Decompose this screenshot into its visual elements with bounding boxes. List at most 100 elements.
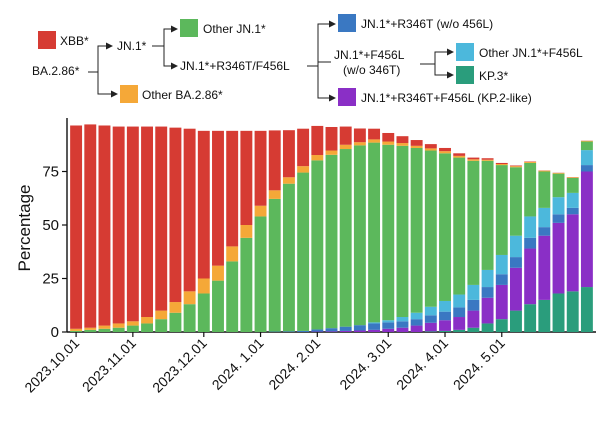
y-tick-label: 75: [42, 164, 59, 181]
bar-segment: [496, 274, 508, 285]
bar-segment: [297, 166, 309, 172]
bar-segment: [169, 128, 181, 302]
bar-segment: [439, 153, 451, 301]
x-tick-label: 2023.12.01: [149, 335, 210, 396]
bar-segment: [354, 142, 366, 145]
bar-segment: [439, 312, 451, 321]
bar-segment: [340, 327, 352, 331]
bar-segment: [581, 142, 593, 151]
legend-swatch-other-jn1-f456l: [456, 43, 474, 61]
legend-label-other-jn1-f456l: Other JN.1*+F456L: [479, 46, 583, 60]
bar-segment: [198, 293, 210, 332]
bar-segment: [283, 331, 295, 332]
bar-segment: [453, 307, 465, 317]
bar-segment: [439, 331, 451, 332]
bar-segment: [368, 139, 380, 142]
legend-swatch-xbb: [38, 31, 56, 49]
legend-swatch-kp2-like: [338, 88, 356, 106]
x-tick-label: 2023.11.01: [79, 335, 139, 395]
bar-segment: [155, 311, 167, 320]
bar-segment: [255, 206, 267, 217]
bar-segment: [382, 322, 394, 328]
x-tick-label: 2024. 1.01: [209, 335, 267, 393]
bar-segment: [510, 268, 522, 311]
x-tick-label: 2024. 2.01: [265, 335, 323, 393]
bar-segment: [198, 131, 210, 279]
bar-segment: [354, 331, 366, 333]
bar-segment: [581, 165, 593, 171]
bar-segment: [396, 136, 408, 143]
legend-label-jn1-f456l: JN.1*+F456L: [334, 48, 405, 62]
bar-segment: [467, 328, 479, 332]
bar-segment: [127, 321, 139, 325]
bar-segment: [382, 145, 394, 320]
bar-segment: [467, 311, 479, 328]
bar-segment: [226, 131, 238, 247]
bar-segment: [411, 148, 423, 313]
bar-segment: [368, 322, 380, 323]
bar-segment: [510, 311, 522, 332]
bar-segment: [382, 142, 394, 145]
x-tick-label: 2024. 5.01: [450, 335, 508, 393]
bar-segment: [453, 330, 465, 332]
bar-segment: [198, 279, 210, 294]
bar-segment: [439, 301, 451, 312]
bar-segment: [311, 126, 323, 155]
bar-segment: [411, 140, 423, 146]
bar-segment: [496, 319, 508, 332]
y-tick-label: 0: [51, 324, 59, 341]
bar-segment: [496, 164, 508, 165]
legend-label-ba286: BA.2.86*: [32, 64, 80, 78]
legend-label-other-ba286: Other BA.2.86*: [142, 88, 223, 102]
bar-segment: [467, 158, 479, 160]
legend-label-jn1: JN.1*: [117, 39, 147, 53]
bar-segment: [240, 131, 252, 225]
bar-segment: [467, 161, 479, 285]
bar-segment: [453, 295, 465, 308]
bar-segment: [581, 150, 593, 165]
y-axis-label: Percentage: [15, 185, 34, 272]
bar-segment: [184, 291, 196, 304]
bar-segment: [382, 329, 394, 332]
bar-segment: [538, 208, 550, 227]
bar-segment: [425, 315, 437, 322]
bar-segment: [510, 257, 522, 268]
bar-segment: [70, 329, 82, 331]
bar-segment: [524, 304, 536, 332]
legend-swatch-kp3: [456, 66, 474, 84]
bar-segment: [169, 313, 181, 332]
bars: [70, 124, 593, 332]
bar-segment: [226, 246, 238, 261]
bar-segment: [297, 331, 309, 332]
legend-label-kp2-like: JN.1*+R346T+F456L (KP.2-like): [361, 91, 532, 105]
legend-swatch-other-ba286: [120, 85, 138, 103]
bar-segment: [340, 127, 352, 145]
bar-segment: [70, 125, 82, 328]
bar-segment: [496, 255, 508, 274]
bar-segment: [127, 326, 139, 332]
bar-segment: [396, 143, 408, 146]
bar-segment: [553, 174, 565, 198]
bar-segment: [155, 319, 167, 332]
bar-segment: [567, 291, 579, 332]
bar-segment: [567, 214, 579, 291]
bar-segment: [482, 298, 494, 324]
bar-segment: [538, 236, 550, 300]
bar-segment: [411, 319, 423, 325]
bar-segment: [255, 216, 267, 332]
bar-segment: [482, 270, 494, 287]
bar-segment: [99, 326, 111, 329]
bar-segment: [567, 177, 579, 178]
legend-swatch-other-jn1: [180, 19, 198, 37]
bar-segment: [496, 163, 508, 164]
bar-segment: [84, 124, 96, 327]
bar-segment: [169, 302, 181, 313]
bar-segment: [326, 331, 338, 332]
bar-segment: [510, 167, 522, 235]
bar-segment: [70, 331, 82, 332]
bar-segment: [113, 323, 125, 327]
bar-segment: [567, 193, 579, 208]
